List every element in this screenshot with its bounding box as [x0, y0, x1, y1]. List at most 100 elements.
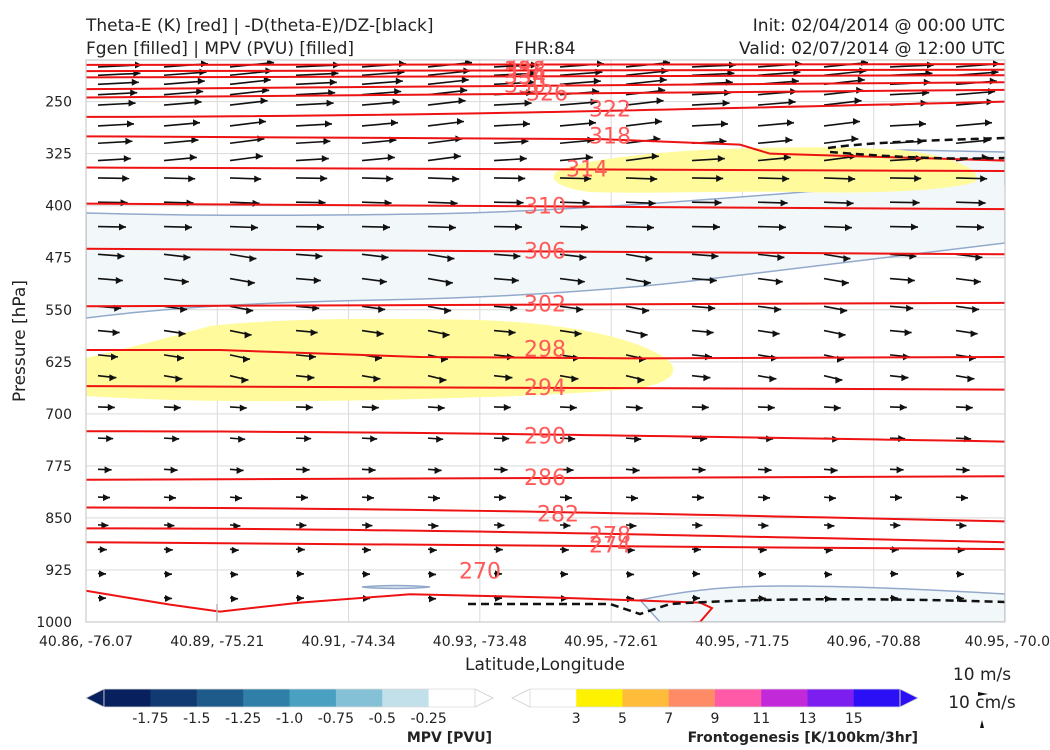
wind-vector-head [959, 522, 967, 530]
wind-vector-head [172, 435, 180, 443]
title-valid-time: Valid: 02/07/2014 @ 12:00 UTC [739, 39, 1005, 59]
wind-vector-head [782, 175, 790, 183]
theta-e-contour-label: 278 [589, 523, 631, 548]
x-tick-label: 40.86, -76.07 [39, 634, 133, 650]
wind-vector-head [263, 76, 271, 84]
wind-vector-head [838, 331, 846, 339]
plot-contents: 3423383343303263223183143103063022982942… [86, 60, 1005, 622]
wind-vector-head [896, 466, 904, 474]
wind-vector-head [830, 466, 838, 474]
theta-e-contour-line [86, 589, 714, 622]
wind-vector-head [524, 99, 532, 107]
wind-vector-head [99, 546, 107, 554]
wind-vector-head [693, 570, 700, 578]
wind-vector-head [716, 174, 724, 182]
y-tick-label: 775 [45, 459, 72, 475]
wind-vector-head [783, 153, 791, 161]
wind-vector-head [458, 97, 466, 105]
mpv-shading-right-top [910, 185, 1005, 212]
wind-vector-head [297, 570, 304, 578]
wind-vector-head [722, 99, 730, 107]
mpv-shading-mid [86, 149, 1005, 319]
wind-vector-head [394, 87, 402, 95]
wind-vector-head [255, 152, 263, 160]
wind-vector-head [780, 199, 788, 207]
wind-vector-head [379, 278, 387, 286]
wind-vector-head [167, 522, 175, 530]
wind-vector-head [231, 571, 238, 579]
wind-vector-head [840, 307, 848, 315]
wind-vector-head [713, 223, 720, 231]
wind-vector-head [904, 329, 912, 337]
wind-vector-head [383, 223, 390, 231]
stability-contour-upper [827, 136, 1005, 150]
wind-vector-head [972, 306, 980, 314]
wind-vector-head [845, 224, 852, 232]
wind-vector-head [697, 494, 704, 502]
theta-e-contour-line [86, 527, 1005, 544]
wind-vector-head [911, 223, 918, 231]
wind-vector-head [581, 223, 588, 231]
wind-vector-head [574, 330, 582, 338]
colorbar-segment [807, 689, 855, 707]
wind-vector-head [370, 435, 378, 443]
colorbar-segment [382, 689, 430, 707]
colorbar-tick-label: 15 [845, 711, 863, 727]
theta-e-contour-line [86, 135, 1005, 162]
colorbar-extend-left [85, 688, 105, 708]
wind-vector-head [523, 120, 530, 128]
wind-vector-head [500, 466, 508, 474]
title-left-line-2: Fgen [filled] | MPV (PVU) [filled] [86, 39, 354, 59]
wind-vector-head [893, 521, 901, 529]
wind-vector-head [891, 570, 898, 578]
wind-vector-head [371, 404, 379, 412]
wind-vector-head [123, 155, 131, 163]
wind-vector-head [317, 223, 324, 231]
y-tick-label: 925 [45, 563, 72, 579]
wind-vector-head [701, 403, 709, 411]
wind-vector-head [312, 304, 320, 312]
wind-vector-head [392, 98, 400, 106]
wind-vector-head [461, 76, 469, 84]
wind-vector-head [109, 374, 117, 382]
colorbar-segment [104, 689, 151, 707]
y-tick-label: 850 [45, 511, 72, 527]
wind-vector-head [169, 494, 176, 502]
theta-e-contour-label: 294 [524, 376, 566, 401]
colorbar-tick-label: -1.0 [276, 711, 303, 727]
wind-vector-head [561, 570, 568, 578]
theta-e-contour-line [86, 68, 1005, 73]
colorbar-tick-label: -1.5 [183, 711, 210, 727]
colorbar-tick-label: 11 [752, 711, 770, 727]
y-tick-label: 475 [45, 251, 72, 267]
wind-vector-head [381, 253, 389, 261]
fgen-shading-lower [86, 318, 674, 402]
wind-vector-head [505, 374, 513, 382]
theta-e-contour-label: 314 [566, 157, 608, 182]
wind-vector-head [853, 118, 860, 126]
wind-vector-head [442, 331, 450, 339]
x-tick-label: 40.91, -74.34 [302, 634, 396, 650]
theta-e-contour-label: 302 [524, 293, 566, 318]
wind-vector-head [233, 522, 241, 530]
wind-vector-head [631, 494, 638, 502]
wind-vector-head [593, 77, 601, 85]
wind-vector-head [695, 521, 703, 529]
wind-vector-head [761, 522, 769, 530]
wind-vector-head [527, 78, 535, 86]
theta-e-contour-line [86, 349, 1005, 360]
wind-vector-head [590, 98, 598, 106]
wind-vector-head [635, 404, 643, 412]
wind-vector-head [115, 277, 123, 285]
colorbar-tick-label: -1.25 [225, 711, 261, 727]
stability-contour-lower [468, 597, 1005, 616]
wind-vector [889, 64, 935, 68]
y-tick-label: 250 [45, 95, 72, 111]
reference-vector-vertical-label: 10 cm/s [948, 693, 1016, 713]
wind-vector-head [774, 306, 782, 314]
wind-vector-head [508, 329, 516, 337]
theta-e-contour-label: 310 [524, 194, 566, 219]
wind-vector-head [445, 279, 453, 287]
wind-vector-head [433, 494, 440, 502]
frontogenesis-colorbar: 3 5 7 9 11 13 15 [511, 688, 919, 727]
